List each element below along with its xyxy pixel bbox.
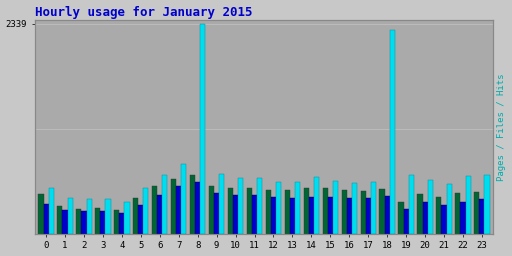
Bar — [176, 186, 181, 234]
Bar — [62, 210, 68, 234]
Bar — [436, 197, 441, 234]
Bar — [371, 182, 376, 234]
Bar — [379, 189, 385, 234]
Text: Hourly usage for January 2015: Hourly usage for January 2015 — [35, 6, 252, 18]
Bar — [157, 195, 162, 234]
Bar — [238, 178, 243, 234]
Bar — [347, 198, 352, 234]
Bar — [124, 201, 130, 234]
Bar — [342, 190, 347, 234]
Bar — [304, 188, 309, 234]
Bar — [119, 213, 124, 234]
Bar — [385, 196, 390, 234]
Bar — [309, 197, 314, 234]
Bar — [228, 188, 233, 234]
Bar — [409, 175, 414, 234]
Bar — [252, 195, 257, 234]
Bar — [171, 179, 176, 234]
Bar — [100, 211, 105, 234]
Bar — [352, 183, 357, 234]
Bar — [57, 206, 62, 234]
Bar — [195, 182, 200, 234]
Bar — [133, 198, 138, 234]
Bar — [76, 209, 81, 234]
Bar — [474, 192, 479, 234]
Bar — [314, 177, 319, 234]
Bar — [219, 174, 224, 234]
Bar — [428, 180, 433, 234]
Bar — [68, 198, 73, 234]
Bar — [233, 195, 238, 234]
Bar — [49, 188, 54, 234]
Bar — [446, 184, 452, 234]
Bar — [209, 186, 214, 234]
Bar — [200, 24, 205, 234]
Bar — [460, 201, 465, 234]
Bar — [479, 199, 484, 234]
Bar — [44, 204, 49, 234]
Bar — [143, 188, 148, 234]
Bar — [114, 210, 119, 234]
Bar — [390, 30, 395, 234]
Bar — [290, 198, 295, 234]
Bar — [285, 190, 290, 234]
Bar — [455, 194, 460, 234]
Y-axis label: Pages / Files / Hits: Pages / Files / Hits — [498, 73, 506, 180]
Bar — [360, 191, 366, 234]
Bar — [87, 199, 92, 234]
Bar — [398, 202, 403, 234]
Bar — [484, 175, 489, 234]
Bar — [271, 197, 276, 234]
Bar — [422, 202, 428, 234]
Bar — [295, 182, 300, 234]
Bar — [181, 164, 186, 234]
Bar — [257, 178, 262, 234]
Bar — [441, 205, 446, 234]
Bar — [38, 194, 44, 234]
Bar — [247, 188, 252, 234]
Bar — [333, 181, 338, 234]
Bar — [105, 199, 111, 234]
Bar — [403, 209, 409, 234]
Bar — [328, 197, 333, 234]
Bar — [152, 186, 157, 234]
Bar — [323, 188, 328, 234]
Bar — [276, 182, 281, 234]
Bar — [465, 176, 471, 234]
Bar — [162, 175, 167, 234]
Bar — [214, 194, 219, 234]
Bar — [81, 211, 87, 234]
Bar — [417, 194, 422, 234]
Bar — [266, 190, 271, 234]
Bar — [95, 208, 100, 234]
Bar — [138, 205, 143, 234]
Bar — [366, 198, 371, 234]
Bar — [190, 175, 195, 234]
